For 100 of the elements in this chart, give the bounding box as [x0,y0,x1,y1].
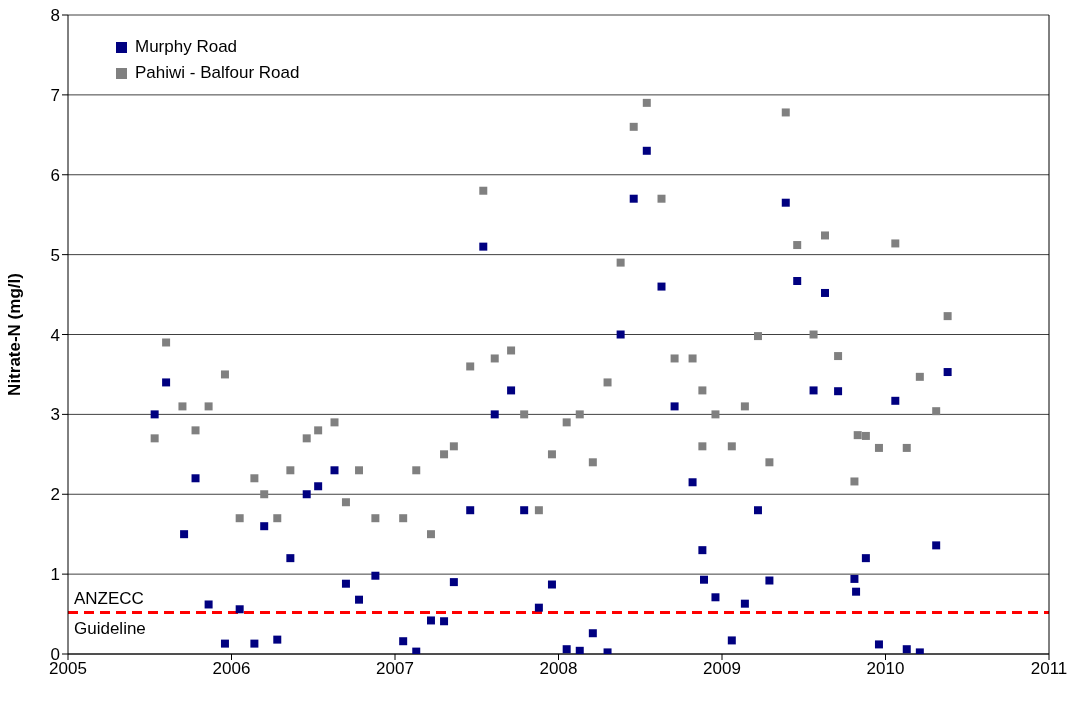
x-tick-label: 2008 [539,659,578,679]
point [852,587,861,596]
point [507,386,516,395]
point [341,498,350,507]
point [273,635,282,644]
point [440,617,449,626]
point [490,410,499,419]
point [943,312,952,321]
point [711,410,720,419]
point [861,431,870,440]
point [562,645,571,654]
point [861,554,870,563]
point [286,554,295,563]
legend-label: Murphy Road [135,36,238,58]
point [520,506,529,515]
point [753,332,762,341]
point [616,258,625,267]
point [341,579,350,588]
point [162,338,171,347]
point [260,490,269,499]
point [399,514,408,523]
point [507,346,516,355]
point [235,514,244,523]
point [670,402,679,411]
point [449,578,458,587]
point [162,378,171,387]
point [547,580,556,589]
point [314,482,323,491]
point [616,330,625,339]
point [314,426,323,435]
point [562,418,571,427]
point [834,387,843,396]
point [371,514,380,523]
point [698,442,707,451]
point [629,122,638,131]
point [150,410,159,419]
point [793,276,802,285]
point [250,639,259,648]
point [588,458,597,467]
point [260,522,269,531]
point [449,442,458,451]
point [588,629,597,638]
point [150,434,159,443]
y-tick-label: 8 [50,6,60,26]
point [330,418,339,427]
point [891,396,900,405]
point [399,637,408,646]
point [821,231,830,240]
point [943,368,952,377]
point [915,372,924,381]
x-tick-label: 2006 [212,659,251,679]
x-tick-label: 2009 [703,659,741,679]
point [698,546,707,555]
y-axis-title: Nitrate-N (mg/l) [5,273,25,396]
point [220,370,229,379]
point [809,330,818,339]
point [874,443,883,452]
point [412,466,421,475]
point [191,474,200,483]
point [740,402,749,411]
point [426,616,435,625]
point [809,386,818,395]
point [932,541,941,550]
point [547,450,556,459]
legend-label: Pahiwi - Balfour Road [135,62,300,84]
point [850,574,859,583]
point [781,198,790,207]
ref-line-label: ANZECC Guideline [74,589,146,639]
point [793,241,802,250]
point [178,402,187,411]
point [575,410,584,419]
point [642,98,651,107]
y-tick-label: 5 [50,245,60,265]
point [302,434,311,443]
point [698,386,707,395]
point [355,595,364,604]
point [479,186,488,195]
point [821,288,830,297]
x-tick-label: 2011 [1030,659,1068,679]
point [371,571,380,580]
point [426,530,435,539]
point [273,514,282,523]
point [191,426,200,435]
point [670,354,679,363]
point [932,407,941,416]
y-tick-label: 1 [50,565,60,585]
point [727,442,736,451]
point [629,194,638,203]
point [781,108,790,117]
point [204,402,213,411]
y-tick-label: 4 [50,325,60,345]
point [657,282,666,291]
point [575,646,584,654]
point [490,354,499,363]
point [902,443,911,452]
point [355,466,364,475]
point [250,474,259,483]
point [765,458,774,467]
point [765,576,774,585]
point [466,506,475,515]
